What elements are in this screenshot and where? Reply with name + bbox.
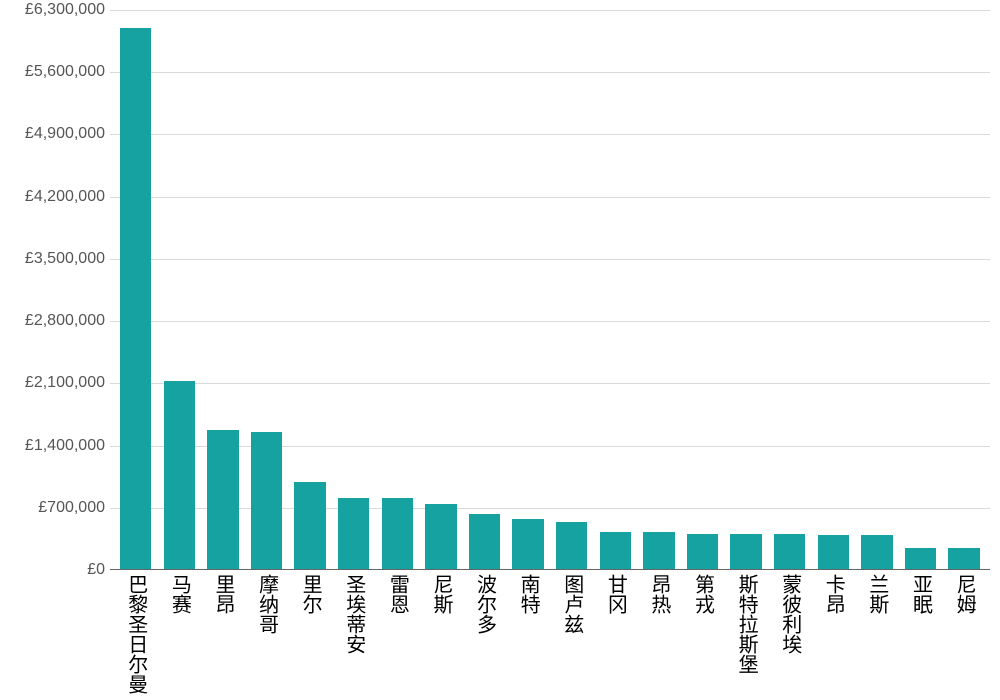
bar [120,28,151,569]
x-tick-label: 巴黎圣日尔曼 [126,574,146,694]
x-tick-label: 甘冈 [605,574,625,694]
bar [730,534,761,569]
x-label-slot: 甘冈 [594,574,638,694]
bar-slot [594,10,638,569]
x-tick-label: 斯特拉斯堡 [736,574,756,694]
bar [643,532,674,569]
x-tick-label: 里昂 [213,574,233,694]
bar [382,498,413,569]
bar [600,532,631,569]
x-label-slot: 马赛 [158,574,202,694]
x-label-slot: 兰斯 [855,574,899,694]
bar-slot [681,10,725,569]
x-tick-label: 第戎 [693,574,713,694]
y-tick-label: £3,500,000 [25,250,105,268]
x-label-slot: 斯特拉斯堡 [724,574,768,694]
x-tick-label: 兰斯 [867,574,887,694]
x-label-slot: 里尔 [288,574,332,694]
x-tick-label: 亚眠 [910,574,930,694]
bar-slot [114,10,158,569]
x-tick-label: 昂热 [649,574,669,694]
x-tick-label: 里尔 [300,574,320,694]
x-label-slot: 第戎 [681,574,725,694]
x-tick-label: 马赛 [169,574,189,694]
bar-slot [332,10,376,569]
bar [164,381,195,569]
bar [512,519,543,569]
bar-slot [724,10,768,569]
x-label-slot: 昂热 [637,574,681,694]
y-tick-label: £0 [87,561,105,579]
bar-slot [376,10,420,569]
bar [207,430,238,569]
y-tick-label: £2,100,000 [25,374,105,392]
bar-slot [768,10,812,569]
x-label-slot: 巴黎圣日尔曼 [114,574,158,694]
x-axis-labels: 巴黎圣日尔曼 马赛里昂 摩纳哥 里尔 圣埃蒂安 雷恩尼斯 波尔多 南特 图卢兹 甘冈昂热第戎 斯特拉… [110,574,990,694]
x-tick-label: 雷恩 [387,574,407,694]
bar [251,432,282,569]
x-label-slot: 南特 [506,574,550,694]
y-tick-label: £6,300,000 [25,1,105,19]
bar [774,534,805,569]
bar-slot [942,10,986,569]
x-label-slot: 圣埃蒂安 [332,574,376,694]
y-tick-label: £4,900,000 [25,125,105,143]
bar [556,522,587,569]
x-tick-label: 波尔多 [475,574,495,694]
x-label-slot: 卡昂 [812,574,856,694]
x-tick-label: 卡昂 [823,574,843,694]
x-label-slot: 波尔多 [463,574,507,694]
bar-slot [855,10,899,569]
y-tick-label: £700,000 [38,499,105,517]
x-label-slot: 亚眠 [899,574,943,694]
bar [905,548,936,569]
x-label-slot: 尼姆 [942,574,986,694]
x-tick-label: 图卢兹 [562,574,582,694]
bars-group [110,10,990,569]
x-label-slot: 尼斯 [419,574,463,694]
y-tick-label: £4,200,000 [25,188,105,206]
x-tick-label: 蒙彼利埃 [780,574,800,694]
bar-slot [288,10,332,569]
x-label-slot: 里昂 [201,574,245,694]
bar [469,514,500,569]
bar-chart: £0 £700,000 £1,400,000 £2,100,000 £2,800,000… [0,0,1000,700]
bar [294,482,325,569]
bar [687,534,718,569]
bar-slot [158,10,202,569]
y-tick-label: £5,600,000 [25,63,105,81]
x-tick-label: 南特 [518,574,538,694]
bar [425,504,456,569]
x-tick-label: 尼姆 [954,574,974,694]
bar-slot [812,10,856,569]
y-tick-label: £2,800,000 [25,312,105,330]
bar [948,548,979,569]
bar-slot [899,10,943,569]
bar [818,535,849,569]
bar-slot [550,10,594,569]
x-tick-label: 摩纳哥 [257,574,277,694]
bar [861,535,892,569]
x-tick-label: 尼斯 [431,574,451,694]
bar-slot [201,10,245,569]
bar-slot [506,10,550,569]
x-label-slot: 雷恩 [376,574,420,694]
bar [338,498,369,569]
plot-area [110,10,990,570]
bar-slot [637,10,681,569]
bar-slot [463,10,507,569]
x-label-slot: 蒙彼利埃 [768,574,812,694]
bar-slot [419,10,463,569]
bar-slot [245,10,289,569]
x-label-slot: 图卢兹 [550,574,594,694]
x-tick-label: 圣埃蒂安 [344,574,364,694]
y-tick-label: £1,400,000 [25,437,105,455]
x-label-slot: 摩纳哥 [245,574,289,694]
